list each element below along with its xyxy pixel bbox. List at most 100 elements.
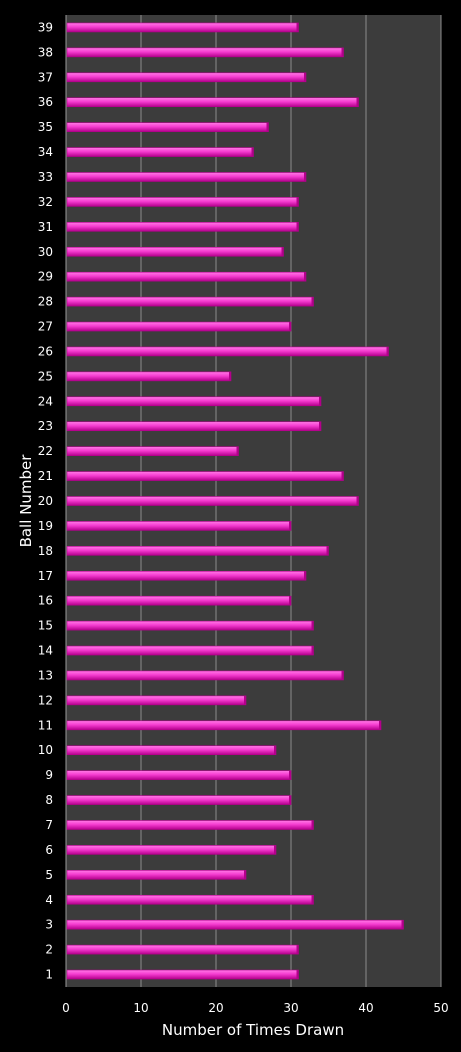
bar-ball-16 <box>66 595 292 606</box>
bar-ball-37 <box>66 72 307 83</box>
y-tick-label: 1 <box>45 968 53 982</box>
bar-end-cap <box>296 945 299 955</box>
bar-ball-35 <box>66 122 269 132</box>
y-tick-label: 13 <box>38 668 53 682</box>
bar-ball-7 <box>66 820 314 830</box>
bar-end-cap <box>311 820 314 830</box>
x-tick-label: 0 <box>62 1001 70 1015</box>
y-tick-label: 11 <box>38 718 53 732</box>
bar-end-cap <box>296 970 299 980</box>
y-tick-label: 21 <box>38 469 53 483</box>
y-tick-label: 22 <box>38 444 53 458</box>
y-tick-label: 25 <box>38 369 53 383</box>
bar-end-cap <box>304 571 306 581</box>
bar-ball-10 <box>66 745 277 756</box>
y-tick-label: 6 <box>45 843 53 857</box>
y-tick-label: 24 <box>38 394 53 408</box>
bar-ball-30 <box>66 246 284 257</box>
bar-end-cap <box>304 72 306 82</box>
y-tick-label: 5 <box>45 868 53 882</box>
bar-end-cap <box>266 122 269 132</box>
bar-end-cap <box>356 496 359 506</box>
y-tick-label: 7 <box>45 818 53 832</box>
bar-end-cap <box>326 546 329 556</box>
bar-ball-21 <box>66 471 344 481</box>
x-tick-label: 40 <box>358 1001 373 1015</box>
x-tick-label: 50 <box>433 1001 448 1015</box>
bar-end-cap <box>311 895 314 905</box>
y-tick-label: 28 <box>38 295 53 309</box>
bar-ball-17 <box>66 570 307 581</box>
y-tick-label: 20 <box>38 494 53 508</box>
y-tick-label: 34 <box>38 145 53 159</box>
y-tick-label: 16 <box>38 594 53 608</box>
bar-end-cap <box>289 322 291 332</box>
bar-ball-3 <box>66 919 404 930</box>
bar-ball-32 <box>66 197 299 207</box>
y-axis-label: Ball Number <box>17 454 35 548</box>
bar-end-cap <box>281 247 284 257</box>
bar-end-cap <box>296 22 299 32</box>
bar-end-cap <box>296 197 299 207</box>
bar-ball-36 <box>66 97 359 108</box>
y-tick-label: 10 <box>38 743 53 757</box>
y-tick-label: 23 <box>38 419 53 433</box>
bar-ball-19 <box>66 521 292 531</box>
y-tick-label: 17 <box>38 569 53 583</box>
y-tick-label: 19 <box>38 519 53 533</box>
bar-ball-38 <box>66 47 344 58</box>
bar-end-cap <box>379 720 381 730</box>
y-tick-label: 39 <box>38 20 53 34</box>
y-tick-label: 8 <box>45 793 53 807</box>
bar-ball-33 <box>66 172 307 182</box>
bar-ball-13 <box>66 670 344 681</box>
bar-end-cap <box>289 521 291 531</box>
x-tick-label: 20 <box>208 1001 223 1015</box>
bar-ball-31 <box>66 222 299 232</box>
bar-ball-5 <box>66 870 247 880</box>
bar-end-cap <box>341 670 344 680</box>
bar-ball-25 <box>66 371 232 382</box>
y-tick-labels: 1234567891011121314151617181920212223242… <box>38 20 53 981</box>
bar-ball-22 <box>66 446 239 456</box>
bar-ball-6 <box>66 845 277 855</box>
y-tick-label: 29 <box>38 270 53 284</box>
bar-end-cap <box>319 421 321 431</box>
bar-end-cap <box>304 272 306 282</box>
bar-ball-23 <box>66 421 322 432</box>
y-tick-label: 12 <box>38 693 53 707</box>
y-tick-label: 18 <box>38 544 53 558</box>
bar-ball-11 <box>66 720 382 731</box>
bar-end-cap <box>289 596 291 606</box>
bar-ball-9 <box>66 770 292 780</box>
y-tick-label: 27 <box>38 320 53 334</box>
y-tick-label: 37 <box>38 70 53 84</box>
bar-ball-2 <box>66 944 299 955</box>
bar-ball-8 <box>66 795 292 805</box>
bar-ball-24 <box>66 396 322 407</box>
bar-ball-34 <box>66 147 254 157</box>
y-tick-label: 38 <box>38 45 53 59</box>
y-tick-label: 35 <box>38 120 53 134</box>
bar-ball-29 <box>66 271 307 282</box>
bar-ball-26 <box>66 346 389 357</box>
bar-ball-27 <box>66 321 292 332</box>
bar-end-cap <box>311 297 314 307</box>
bar-end-cap <box>341 47 344 57</box>
bar-ball-12 <box>66 695 247 706</box>
y-tick-label: 26 <box>38 344 53 358</box>
bar-ball-14 <box>66 645 314 656</box>
bar-ball-4 <box>66 894 314 905</box>
bar-end-cap <box>236 446 239 456</box>
bar-end-cap <box>289 770 291 780</box>
bar-end-cap <box>244 870 246 880</box>
y-tick-label: 30 <box>38 245 53 259</box>
bar-ball-15 <box>66 620 314 631</box>
bar-ball-28 <box>66 296 314 307</box>
bar-end-cap <box>274 845 276 855</box>
y-tick-label: 36 <box>38 95 53 109</box>
bar-end-cap <box>319 396 321 406</box>
bar-ball-1 <box>66 969 299 980</box>
bars-group <box>66 22 404 980</box>
